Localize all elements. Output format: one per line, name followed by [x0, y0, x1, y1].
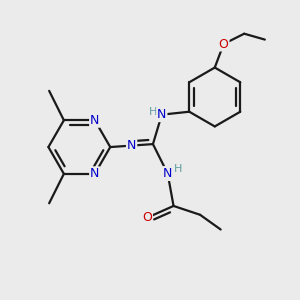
- Text: N: N: [90, 167, 100, 180]
- Text: H: H: [174, 164, 182, 174]
- Text: N: N: [163, 167, 172, 180]
- Text: O: O: [219, 38, 229, 50]
- Text: N: N: [157, 108, 167, 121]
- Text: N: N: [127, 139, 136, 152]
- Text: N: N: [90, 114, 100, 127]
- Text: O: O: [142, 211, 152, 224]
- Text: H: H: [149, 107, 157, 117]
